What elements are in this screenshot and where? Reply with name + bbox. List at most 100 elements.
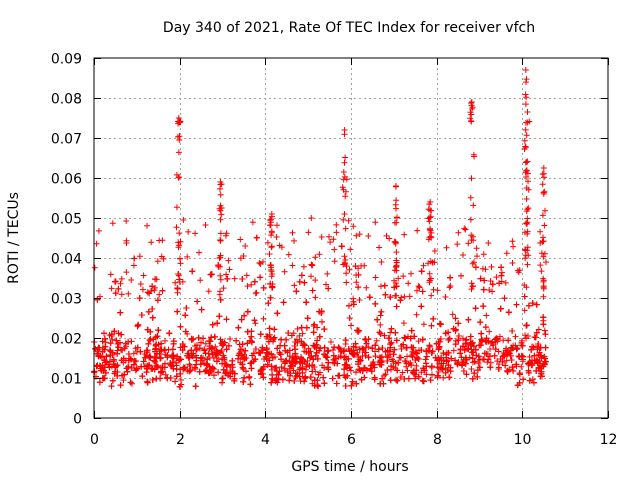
data-point (334, 360, 341, 367)
data-point (294, 325, 301, 332)
data-point (137, 281, 144, 287)
data-point (91, 264, 98, 271)
data-point (299, 330, 306, 337)
data-point (481, 350, 488, 357)
data-point (386, 235, 393, 242)
data-point (529, 300, 536, 307)
data-point (159, 368, 166, 375)
data-point (446, 374, 453, 381)
data-point (363, 367, 370, 374)
data-point (296, 332, 303, 339)
data-point (481, 277, 488, 284)
data-point (300, 341, 307, 347)
data-point (133, 365, 140, 372)
data-point (269, 283, 276, 290)
data-point (318, 310, 325, 316)
data-point (445, 337, 452, 343)
data-point (151, 354, 158, 361)
data-point (460, 252, 466, 258)
data-point (153, 362, 160, 369)
data-point (368, 362, 375, 369)
data-point (312, 277, 319, 284)
data-point (123, 218, 130, 224)
data-point (291, 282, 298, 289)
data-point (467, 194, 474, 201)
data-point (521, 307, 528, 314)
data-point (472, 305, 479, 312)
data-point (508, 357, 515, 363)
data-point (420, 262, 427, 269)
data-point (394, 214, 400, 221)
data-point (353, 232, 360, 239)
data-point (231, 370, 238, 377)
data-point (123, 269, 130, 276)
data-point (460, 368, 467, 374)
data-point (248, 333, 255, 340)
data-point (169, 359, 176, 366)
data-point (316, 251, 323, 258)
data-point (348, 322, 354, 329)
data-point (209, 364, 216, 371)
data-point (385, 335, 392, 342)
data-point (377, 321, 384, 328)
data-point (478, 336, 485, 343)
data-point (143, 369, 150, 376)
data-point (110, 361, 117, 368)
data-point (509, 345, 516, 352)
data-point (185, 228, 192, 235)
data-point (323, 281, 329, 288)
data-point (497, 305, 504, 312)
data-point (198, 339, 204, 346)
data-point (378, 308, 385, 315)
data-point (419, 288, 426, 295)
data-point (337, 349, 344, 355)
data-point (240, 253, 247, 259)
data-point (175, 244, 182, 251)
data-point (349, 378, 356, 385)
data-point (537, 352, 544, 359)
data-point (257, 274, 264, 281)
data-point (526, 118, 533, 125)
data-point (342, 154, 349, 161)
y-tick-label: 0.09 (51, 52, 82, 68)
data-point (132, 358, 139, 365)
data-point (145, 340, 152, 347)
data-point (343, 362, 350, 369)
data-point (125, 290, 132, 297)
data-point (214, 320, 221, 327)
data-point (469, 260, 476, 267)
data-point (522, 143, 529, 150)
data-point (281, 360, 288, 367)
data-point (513, 361, 520, 368)
data-point (443, 244, 450, 251)
data-point (526, 377, 533, 384)
data-point (504, 368, 511, 375)
data-point (372, 300, 379, 307)
data-point (115, 330, 122, 337)
data-point (152, 276, 159, 283)
data-point (409, 344, 415, 351)
data-point (221, 339, 228, 346)
data-point (159, 237, 166, 244)
data-point (515, 353, 522, 360)
data-point (492, 346, 499, 353)
data-point (401, 376, 408, 382)
data-point (346, 315, 353, 321)
data-point (311, 382, 318, 389)
data-point (269, 354, 276, 361)
data-point (523, 196, 530, 202)
data-point (331, 344, 338, 351)
data-point (118, 275, 125, 282)
data-point (231, 375, 238, 382)
data-point (211, 333, 218, 340)
data-point (470, 237, 477, 244)
data-point (216, 291, 223, 298)
data-point (448, 355, 455, 362)
data-point (103, 353, 110, 360)
data-point (408, 270, 414, 277)
data-point (266, 251, 273, 257)
data-point (365, 336, 372, 343)
data-point (202, 340, 209, 347)
data-point (529, 376, 536, 383)
data-point (524, 109, 531, 115)
